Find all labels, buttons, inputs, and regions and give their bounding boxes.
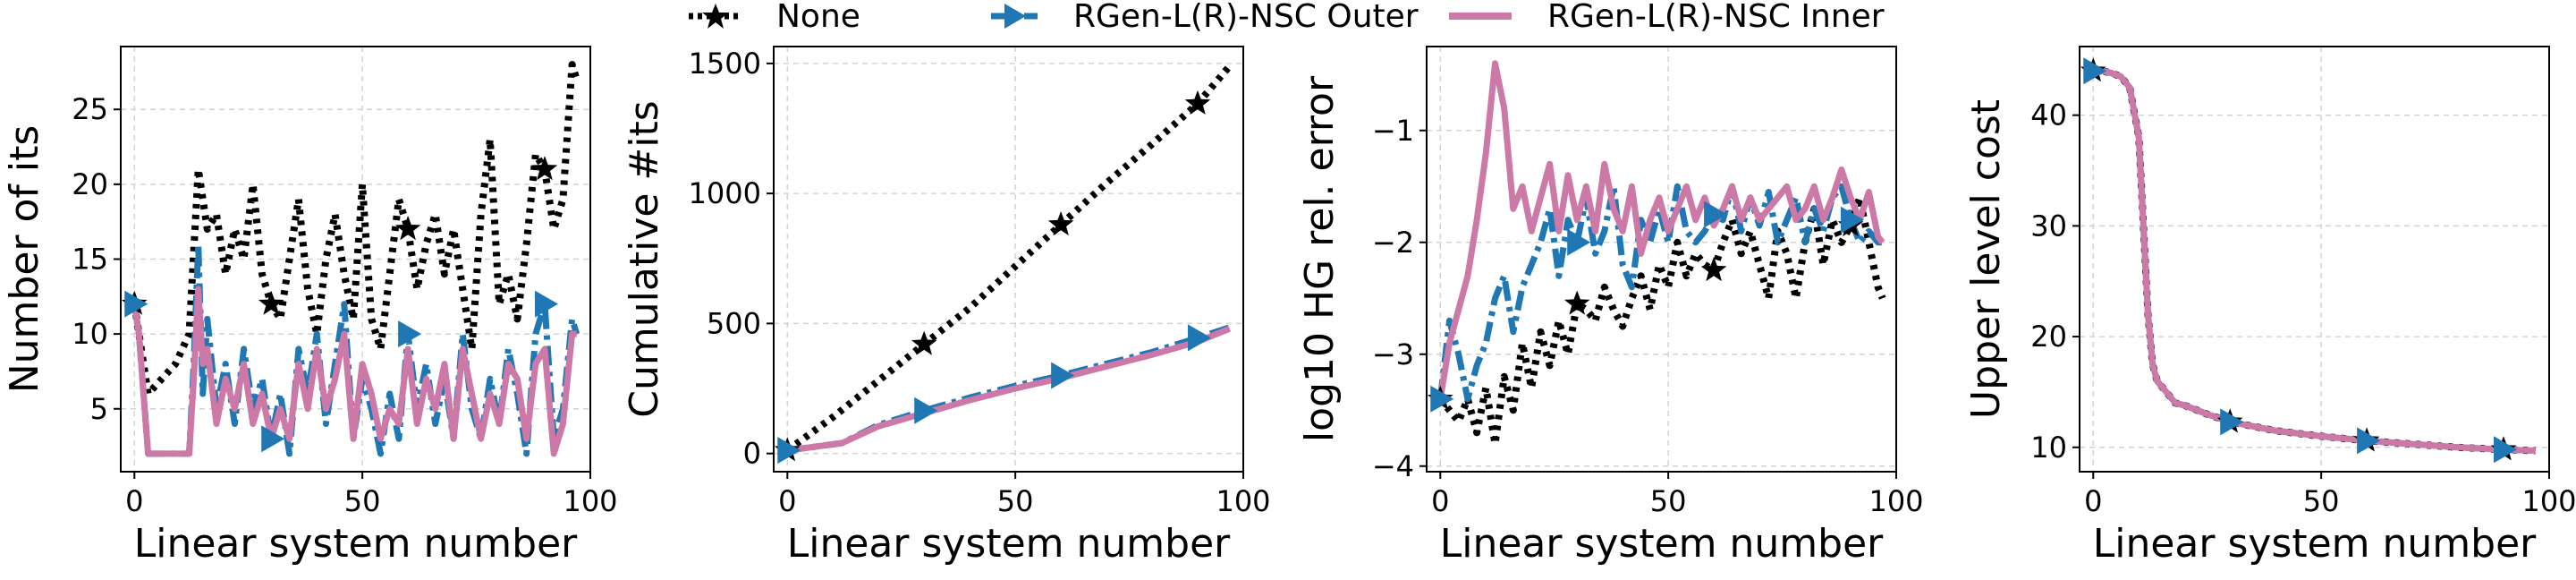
- chart0-marker-triangle-1: [261, 425, 285, 453]
- chart0-ytick-label-0: 5: [90, 392, 108, 426]
- legend-label-inner: RGen-L(R)-NSC Inner: [1547, 0, 1885, 35]
- legend-marker-star: [702, 4, 729, 29]
- legend-label-none: None: [776, 0, 860, 35]
- chart0-marker-triangle-3: [535, 290, 559, 318]
- chart0-marker-star-2: [394, 216, 421, 241]
- chart0-y-axis-label: Number of its: [2, 125, 47, 394]
- chart0-ytick-label-3: 20: [72, 167, 108, 201]
- legend-entry-inner: RGen-L(R)-NSC Inner: [1449, 0, 1885, 35]
- chart0-xtick-label-1: 50: [344, 484, 381, 518]
- legend-entry-none: None: [689, 0, 860, 35]
- chart0-marker-triangle-2: [398, 320, 422, 348]
- legend-marker-triangle: [1004, 4, 1026, 29]
- chart0-xtick-label-2: 100: [563, 484, 617, 518]
- chart0-marker-star-1: [258, 290, 284, 315]
- chart0-series-rgen-l-r-nsc-inner: [131, 286, 577, 457]
- chart0-ytick-label-4: 25: [72, 92, 108, 126]
- chart0-marker-triangle-0: [124, 290, 148, 318]
- chart0-x-axis-label: Linear system number: [134, 521, 578, 567]
- chart-legend: None RGen-L(R)-NSC Outer RGen-L(R)-NSC I…: [689, 0, 1885, 35]
- chart0-ytick-label-1: 10: [72, 317, 108, 351]
- legend-entry-outer: RGen-L(R)-NSC Outer: [991, 0, 1419, 35]
- chart0-ytick-label-2: 15: [72, 243, 108, 277]
- legend-label-outer: RGen-L(R)-NSC Outer: [1073, 0, 1419, 35]
- chart0-xtick-label-0: 0: [125, 484, 143, 518]
- chart0-marker-star-3: [531, 156, 558, 181]
